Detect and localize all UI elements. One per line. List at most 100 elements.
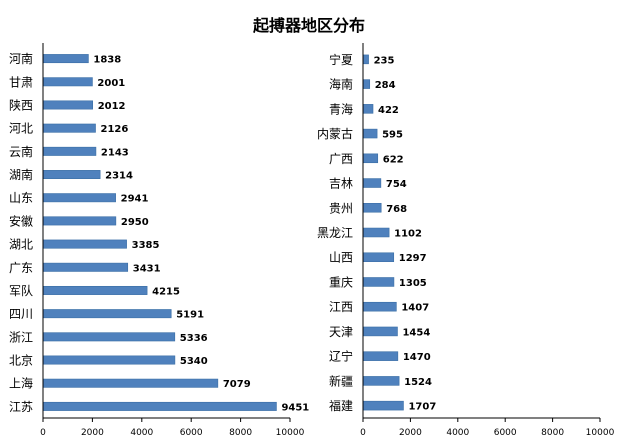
data-label: 3385 <box>132 240 160 251</box>
data-label: 2012 <box>98 101 126 112</box>
category-label: 天津 <box>329 325 353 339</box>
bar-0-1 <box>42 77 93 87</box>
category-label: 宁夏 <box>329 52 353 67</box>
bar-1-12 <box>362 351 399 361</box>
bar-0-3 <box>42 123 96 133</box>
bar-0-10 <box>42 285 148 295</box>
data-label: 7079 <box>223 379 251 390</box>
data-label: 5340 <box>180 356 208 367</box>
category-label: 青海 <box>329 101 353 116</box>
category-label: 四川 <box>9 307 33 321</box>
data-label: 3431 <box>133 263 161 274</box>
x-tick-label: 0 <box>40 428 46 438</box>
x-tick-label: 8000 <box>541 428 564 438</box>
category-label: 海南 <box>329 77 353 92</box>
data-label: 4215 <box>152 286 180 297</box>
x-tick-label: 6000 <box>180 428 203 438</box>
data-label: 1838 <box>93 55 121 66</box>
bar-1-8 <box>362 252 395 262</box>
bar-1-13 <box>362 376 400 386</box>
category-label: 福建 <box>329 398 353 413</box>
category-label: 广东 <box>9 261 33 275</box>
data-label: 622 <box>383 154 404 165</box>
data-label: 5191 <box>176 310 204 321</box>
x-tick-label: 2000 <box>399 428 422 438</box>
data-label: 1305 <box>399 278 427 289</box>
bar-0-14 <box>42 378 219 388</box>
category-label: 重庆 <box>329 275 353 289</box>
category-label: 河北 <box>9 122 33 136</box>
bar-0-0 <box>42 54 89 64</box>
data-label: 1102 <box>394 229 422 240</box>
category-label: 浙江 <box>9 330 33 344</box>
x-tick-label: 4000 <box>446 428 469 438</box>
data-label: 2314 <box>105 171 133 182</box>
category-label: 辽宁 <box>329 349 353 364</box>
category-label: 上海 <box>9 376 33 391</box>
data-label: 5336 <box>180 333 208 344</box>
bar-1-3 <box>362 128 378 139</box>
bar-0-4 <box>42 146 97 156</box>
bar-0-2 <box>42 100 93 110</box>
category-label: 江苏 <box>9 400 33 414</box>
data-label: 1470 <box>403 352 431 363</box>
bar-1-0 <box>362 54 369 65</box>
x-tick-label: 10000 <box>276 428 305 438</box>
data-label: 1454 <box>402 327 430 338</box>
data-label: 284 <box>375 80 396 91</box>
bar-1-5 <box>362 178 382 188</box>
chart-title: 起搏器地区分布 <box>252 16 365 35</box>
category-label: 陕西 <box>9 97 33 112</box>
category-label: 安徽 <box>9 213 33 228</box>
bar-1-7 <box>362 227 390 238</box>
category-label: 新疆 <box>329 373 353 388</box>
category-label: 广西 <box>329 152 353 166</box>
bar-0-13 <box>42 355 176 365</box>
data-label: 2143 <box>101 147 129 158</box>
x-tick-label: 6000 <box>494 428 517 438</box>
data-label: 2001 <box>97 78 125 89</box>
bar-1-9 <box>362 277 395 287</box>
data-label: 235 <box>374 55 395 66</box>
data-label: 1297 <box>399 253 427 264</box>
bar-1-4 <box>362 153 379 164</box>
x-tick-label: 2000 <box>81 428 104 438</box>
category-label: 北京 <box>9 354 33 368</box>
data-label: 768 <box>386 204 407 215</box>
category-label: 山东 <box>9 191 33 205</box>
data-label: 2941 <box>121 194 149 205</box>
bar-1-2 <box>362 104 374 114</box>
x-tick-label: 8000 <box>229 428 252 438</box>
category-label: 黑龙江 <box>317 226 353 240</box>
x-tick-label: 4000 <box>130 428 153 438</box>
data-label: 1407 <box>401 303 429 314</box>
bar-0-5 <box>42 170 101 180</box>
data-label: 422 <box>378 105 399 116</box>
data-label: 1524 <box>404 377 432 388</box>
data-label: 2126 <box>101 124 129 135</box>
category-label: 山西 <box>329 251 353 265</box>
bar-1-6 <box>362 203 382 213</box>
x-tick-label: 0 <box>360 428 366 438</box>
bar-1-10 <box>362 301 397 312</box>
category-label: 江西 <box>329 300 353 314</box>
bar-1-14 <box>362 400 404 411</box>
data-label: 1707 <box>408 402 436 413</box>
bar-0-9 <box>42 262 129 272</box>
bar-1-1 <box>362 79 371 89</box>
category-label: 军队 <box>9 283 33 298</box>
category-label: 贵州 <box>329 201 353 215</box>
bar-0-11 <box>42 309 172 319</box>
bar-1-11 <box>362 326 398 337</box>
bar-0-15 <box>42 401 277 411</box>
category-label: 甘肃 <box>9 75 33 89</box>
data-label: 2950 <box>121 217 149 228</box>
category-label: 内蒙古 <box>317 126 353 141</box>
category-label: 吉林 <box>329 177 353 191</box>
data-label: 9451 <box>281 402 309 413</box>
data-label: 754 <box>386 179 407 190</box>
x-tick-label: 10000 <box>586 428 615 438</box>
data-label: 595 <box>382 130 403 141</box>
